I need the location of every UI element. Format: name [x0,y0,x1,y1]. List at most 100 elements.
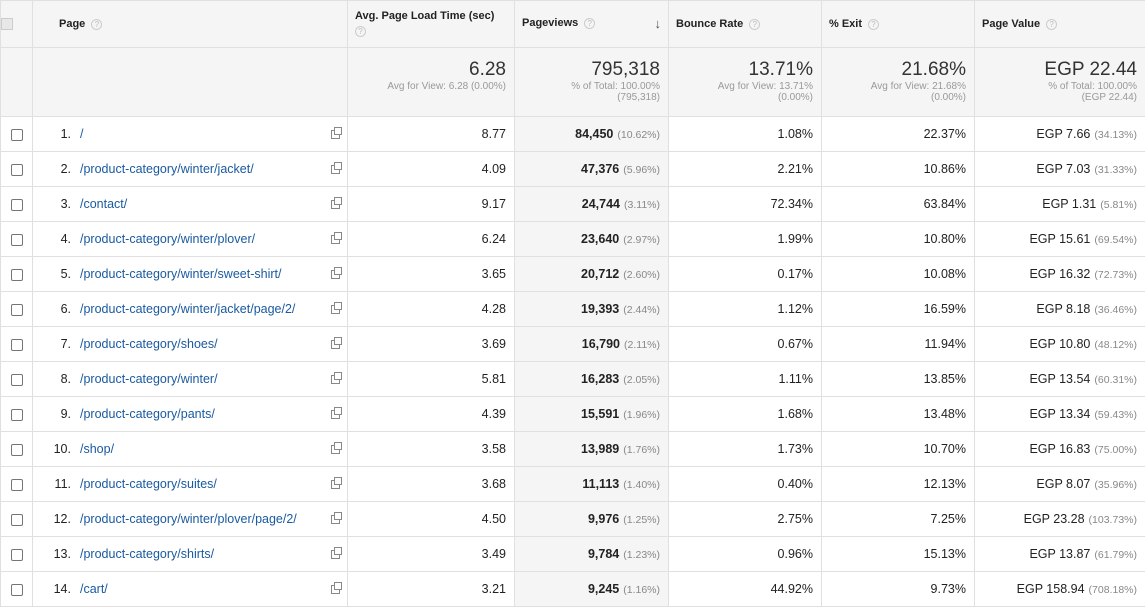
table-row: 6. /product-category/winter/jacket/page/2… [0,291,1145,327]
page-link[interactable]: /product-category/winter/sweet-shirt/ [80,267,282,281]
row-index: 3. [60,197,71,211]
open-in-new-window-icon[interactable] [331,232,342,244]
open-in-new-window-icon[interactable] [331,197,342,209]
page-value-percent: (59.43%) [1094,409,1137,421]
help-icon[interactable]: ? [91,18,103,30]
page-value: EGP 23.28 [1023,512,1085,526]
page-cell: 14. /cart/ [32,571,348,607]
open-in-new-window-icon[interactable] [331,407,342,419]
bounce-rate-cell: 0.40% [668,466,822,502]
help-icon[interactable]: ? [584,17,596,29]
open-in-new-window-icon[interactable] [331,302,342,314]
pageviews-cell: 15,591 (1.96%) [514,396,669,432]
row-checkbox[interactable] [10,373,23,386]
col-header-load-time[interactable]: Avg. Page Load Time (sec) ? [347,0,515,48]
open-in-new-window-icon[interactable] [331,477,342,489]
col-header-page-value[interactable]: Page Value? [974,0,1145,48]
row-checkbox[interactable] [10,548,23,561]
bounce-rate-cell: 0.96% [668,536,822,572]
page-value: EGP 7.66 [1036,127,1091,141]
page-cell: 5. /product-category/winter/sweet-shirt/ [32,256,348,292]
page-value-cell: EGP 16.83 (75.00%) [974,431,1145,467]
page-value-percent: (48.12%) [1094,339,1137,351]
open-in-new-window-icon[interactable] [331,267,342,279]
row-select-cell [0,116,33,152]
row-checkbox[interactable] [10,268,23,281]
totals-bounce-rate-sub: (0.00%) [777,92,813,103]
totals-page-value: EGP 22.44 % of Total: 100.00% (EGP 22.44… [974,47,1145,117]
row-checkbox[interactable] [10,408,23,421]
col-header-page[interactable]: Page? [32,0,348,48]
bounce-rate-cell: 72.34% [668,186,822,222]
page-link[interactable]: /shop/ [80,442,115,456]
open-in-new-window-icon[interactable] [331,547,342,559]
sort-descending-icon[interactable]: ↓ [654,16,662,31]
open-in-new-window-icon[interactable] [331,337,342,349]
row-checkbox[interactable] [10,513,23,526]
page-link[interactable]: /product-category/winter/jacket/page/2/ [80,302,296,316]
page-link[interactable]: /product-category/winter/ [80,372,218,386]
pageviews-cell: 13,989 (1.76%) [514,431,669,467]
table-row: 7. /product-category/shoes/ 3.69 16,790 (2… [0,326,1145,362]
page-value-percent: (35.96%) [1094,479,1137,491]
open-in-new-window-icon[interactable] [331,127,342,139]
exit-cell: 11.94% [821,326,975,362]
page-value: EGP 158.94 [1016,582,1085,596]
row-checkbox[interactable] [10,583,23,596]
page-link[interactable]: /product-category/winter/plover/page/2/ [80,512,297,526]
row-checkbox[interactable] [10,443,23,456]
page-link[interactable]: /product-category/pants/ [80,407,215,421]
row-checkbox[interactable] [10,128,23,141]
row-checkbox[interactable] [10,338,23,351]
page-link[interactable]: / [80,127,84,141]
totals-bounce-rate-sub: Avg for View: 13.71% [717,81,813,92]
page-link[interactable]: /product-category/shirts/ [80,547,215,561]
row-checkbox[interactable] [10,478,23,491]
table-row: 2./product-category/winter/jacket/ 4.09 … [0,151,1145,187]
open-in-new-window-icon[interactable] [331,512,342,524]
open-in-new-window-icon[interactable] [331,162,342,174]
page-link[interactable]: /product-category/suites/ [80,477,217,491]
col-header-pageviews[interactable]: Pageviews? ↓ [514,0,669,48]
page-value-percent: (60.31%) [1094,374,1137,386]
pageviews-cell: 9,976 (1.25%) [514,501,669,537]
page-cell: 13. /product-category/shirts/ [32,536,348,572]
page-cell: 1. / [32,116,348,152]
open-in-new-window-icon[interactable] [331,582,342,594]
help-icon[interactable]: ? [1046,18,1058,30]
page-value-cell: EGP 15.61 (69.54%) [974,221,1145,257]
row-select-cell [0,291,33,327]
col-header-exit[interactable]: % Exit? [821,0,975,48]
exit-cell: 63.84% [821,186,975,222]
open-in-new-window-icon[interactable] [331,442,342,454]
page-link[interactable]: /product-category/winter/jacket/ [80,162,254,176]
page-link[interactable]: /cart/ [80,582,108,596]
page-value-cell: EGP 13.87 (61.79%) [974,536,1145,572]
page-value-cell: EGP 10.80 (48.12%) [974,326,1145,362]
page-link[interactable]: /product-category/winter/plover/ [80,232,256,246]
page-value-cell: EGP 16.32 (72.73%) [974,256,1145,292]
help-icon[interactable]: ? [355,26,366,37]
row-checkbox[interactable] [10,198,23,211]
row-checkbox[interactable] [10,303,23,316]
page-value-percent: (34.13%) [1094,129,1137,141]
table-row: 5./product-category/winter/sweet-shirt/ … [0,256,1145,292]
row-checkbox[interactable] [10,163,23,176]
totals-pageviews-value: 795,318 [591,59,660,80]
row-checkbox[interactable] [10,233,23,246]
page-link[interactable]: /product-category/shoes/ [80,337,218,351]
page-cell: 10. /shop/ [32,431,348,467]
exit-cell: 10.70% [821,431,975,467]
pageviews-cell: 11,113 (1.40%) [514,466,669,502]
bounce-rate-cell: 0.67% [668,326,822,362]
page-link[interactable]: /contact/ [80,197,128,211]
pageviews-cell: 24,744 (3.11%) [514,186,669,222]
col-header-load-time-label: Avg. Page Load Time (sec) [355,10,495,22]
col-header-bounce-rate[interactable]: Bounce Rate? [668,0,822,48]
open-in-new-window-icon[interactable] [331,372,342,384]
pageviews-value: 15,591 [581,407,620,421]
help-icon[interactable]: ? [868,18,880,30]
help-icon[interactable]: ? [749,18,761,30]
select-all-checkbox[interactable] [1,18,13,31]
page-cell: 3. /contact/ [32,186,348,222]
